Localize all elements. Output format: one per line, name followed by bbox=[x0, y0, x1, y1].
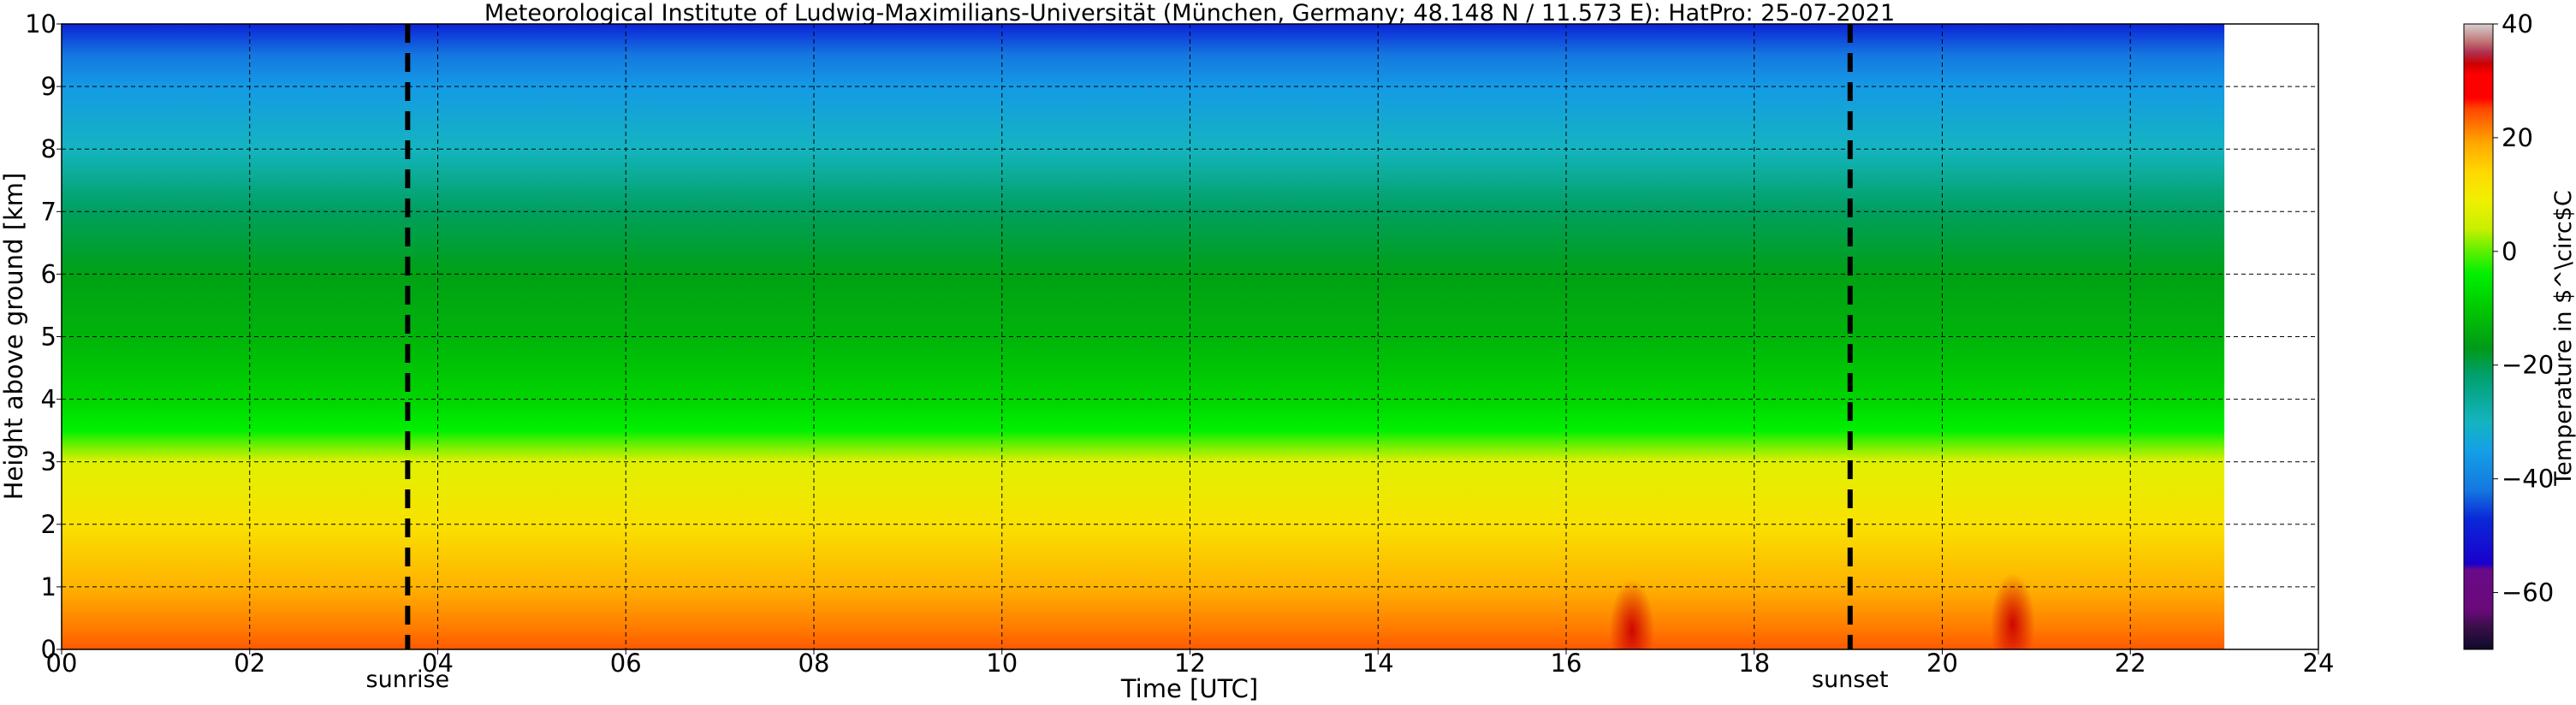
sunrise-label: sunrise bbox=[366, 666, 450, 693]
sunset-label: sunset bbox=[1812, 666, 1889, 693]
x-axis-label: Time [UTC] bbox=[1120, 674, 1258, 703]
x-tick-label: 12 bbox=[1174, 649, 1206, 678]
y-axis-label: Height above ground [km] bbox=[0, 173, 28, 501]
x-tick-label: 20 bbox=[1926, 649, 1958, 678]
warm-anomalies bbox=[1609, 572, 2035, 649]
x-tick-label: 06 bbox=[610, 649, 642, 678]
x-tick-label: 10 bbox=[986, 649, 1018, 678]
colorbar-tick-label: 20 bbox=[2502, 123, 2533, 152]
colorbar-tick-label: −20 bbox=[2502, 351, 2554, 380]
y-tick-label: 1 bbox=[41, 572, 56, 601]
y-tick-label: 2 bbox=[41, 510, 56, 539]
x-tick-label: 08 bbox=[798, 649, 830, 678]
chart-title: Meteorological Institute of Ludwig-Maxim… bbox=[484, 0, 1895, 27]
x-tick-label: 14 bbox=[1362, 649, 1394, 678]
colorbar-label: Temperature in $^\circ$C bbox=[2550, 190, 2576, 486]
x-tick-label: 04 bbox=[422, 649, 454, 678]
y-tick-label: 7 bbox=[41, 197, 56, 226]
x-tick-label: 00 bbox=[46, 649, 78, 678]
x-tick-label: 18 bbox=[1738, 649, 1770, 678]
x-tick-label: 22 bbox=[2115, 649, 2146, 678]
warm-anomaly bbox=[1990, 572, 2035, 649]
colorbar-tick-label: −60 bbox=[2502, 578, 2554, 607]
y-axis-ticks: 0 1 2 3 4 5 6 7 8 9 10 bbox=[25, 9, 62, 664]
colorbar-tick-label: −40 bbox=[2502, 465, 2554, 494]
plot-area bbox=[62, 24, 2225, 649]
warm-anomaly bbox=[1609, 579, 1654, 649]
x-axis-ticks: 00 02 04 06 08 10 12 14 16 18 20 22 24 bbox=[46, 649, 2335, 678]
y-tick-label: 6 bbox=[41, 259, 56, 288]
colorbar-tick-label: 0 bbox=[2502, 237, 2517, 266]
y-tick-label: 5 bbox=[41, 323, 56, 352]
event-markers: sunrise sunset bbox=[366, 24, 1889, 693]
colorbar-tick-label: 40 bbox=[2502, 9, 2533, 39]
x-tick-label: 24 bbox=[2303, 649, 2335, 678]
x-tick-label: 02 bbox=[234, 649, 265, 678]
colorbar-ticks: 40 20 0 −20 −40 −60 bbox=[2493, 9, 2554, 607]
y-tick-label: 9 bbox=[41, 72, 56, 101]
y-tick-label: 8 bbox=[41, 134, 56, 163]
x-tick-label: 16 bbox=[1551, 649, 1582, 678]
y-tick-label: 3 bbox=[41, 447, 56, 477]
y-tick-label: 4 bbox=[41, 385, 56, 414]
y-tick-label: 10 bbox=[25, 9, 56, 39]
colorbar-scale bbox=[2463, 23, 2494, 650]
y-tick-label: 0 bbox=[41, 635, 56, 664]
colorbar: 40 20 0 −20 −40 −60 Temperature in $^\circ$C bbox=[2463, 9, 2576, 650]
